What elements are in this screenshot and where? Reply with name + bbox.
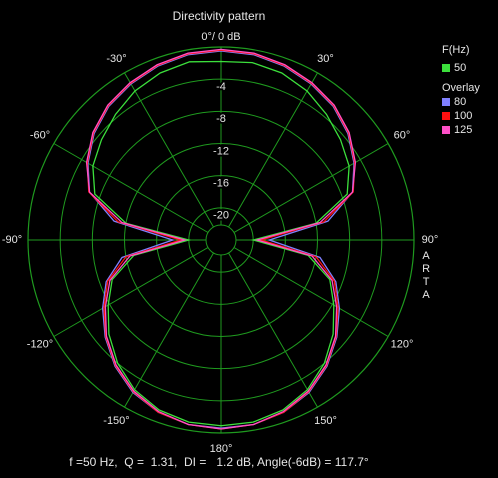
angle-label: 180° (210, 443, 233, 455)
angle-label: -60° (30, 129, 50, 141)
ring-label: -8 (216, 113, 226, 125)
grid-spoke (124, 239, 222, 408)
angle-label: -90° (2, 234, 22, 246)
angle-label: -150° (103, 415, 129, 427)
legend-swatch (442, 64, 450, 72)
grid-spoke (220, 72, 318, 241)
series-line (85, 48, 357, 430)
grid-spoke (220, 239, 318, 408)
legend-swatch (442, 98, 450, 106)
angle-label: 0°/ 0 dB (201, 31, 240, 43)
series-line (92, 60, 350, 427)
legend-label: 50 (454, 62, 466, 74)
legend-label: 80 (454, 96, 466, 108)
angle-label: 30° (317, 53, 334, 65)
ring-label: -20 (213, 210, 229, 222)
ring-label: -12 (213, 145, 229, 157)
series-line (87, 50, 355, 429)
center-disk (205, 224, 237, 256)
angle-label: -30° (106, 53, 126, 65)
legend-label: 125 (454, 124, 472, 136)
grid-spoke (220, 239, 389, 337)
grid-spoke (53, 239, 222, 337)
ring-label: -4 (216, 81, 226, 93)
watermark: ARTA (420, 250, 432, 302)
legend-swatch (442, 112, 450, 120)
grid-spoke (220, 143, 389, 241)
series-line (86, 49, 356, 430)
legend-title: F(Hz) (442, 44, 470, 56)
grid-spoke (124, 72, 222, 241)
legend-swatch (442, 126, 450, 134)
angle-label: 150° (314, 415, 337, 427)
angle-label: 90° (422, 234, 439, 246)
angle-label: 60° (394, 129, 411, 141)
overlay-title: Overlay (442, 82, 480, 94)
footer: f =50 Hz, Q = 1.31, DI = 1.2 dB, Angle(-… (69, 455, 369, 469)
angle-label: -120° (27, 338, 53, 350)
chart-title: Directivity pattern (173, 9, 266, 23)
angle-label: 120° (391, 338, 414, 350)
legend-label: 100 (454, 110, 472, 122)
grid-spoke (53, 143, 222, 241)
ring-label: -16 (213, 178, 229, 190)
